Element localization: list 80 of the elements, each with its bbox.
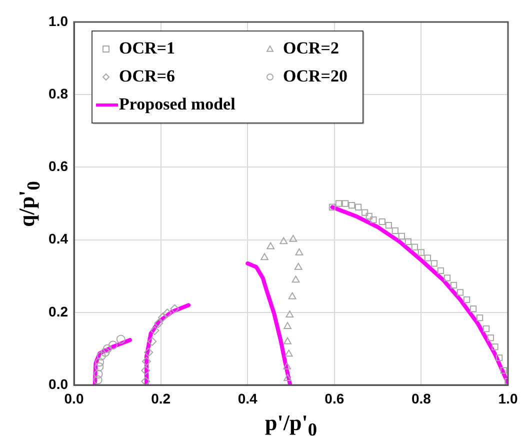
point xyxy=(266,242,275,250)
point xyxy=(492,344,498,350)
point xyxy=(476,314,484,322)
point xyxy=(496,354,503,362)
point xyxy=(284,374,292,381)
point xyxy=(487,334,494,342)
point xyxy=(141,366,150,375)
point xyxy=(288,292,296,300)
point xyxy=(500,367,507,374)
point xyxy=(292,276,300,283)
point xyxy=(378,218,386,225)
point xyxy=(170,304,180,314)
point xyxy=(141,376,150,385)
legend-label: OCR=6 xyxy=(119,66,175,86)
y-tick-label: 0.0 xyxy=(48,376,68,392)
point xyxy=(94,362,104,372)
x-tick-label: 0.4 xyxy=(238,390,258,406)
y-tick-label: 0.8 xyxy=(48,85,68,102)
point xyxy=(158,312,168,322)
y-tick-label: 1.0 xyxy=(48,12,68,29)
legend-label: OCR=20 xyxy=(283,66,348,86)
x-tick-label: 0.8 xyxy=(411,390,432,406)
y-tick-label: 0.6 xyxy=(48,158,68,174)
point xyxy=(366,212,372,220)
point xyxy=(142,356,151,366)
point xyxy=(430,260,438,267)
legend-label: Proposed model xyxy=(119,94,236,114)
point xyxy=(463,296,470,304)
point xyxy=(370,216,377,224)
x-tick-label: 0.6 xyxy=(324,390,344,406)
point xyxy=(283,362,292,370)
legend-label: OCR=2 xyxy=(283,38,339,58)
point xyxy=(144,348,154,357)
x-tick-label: 1.0 xyxy=(498,390,518,406)
point xyxy=(437,267,444,274)
point xyxy=(150,326,160,336)
legend-label: OCR=1 xyxy=(119,38,175,58)
point xyxy=(108,340,118,350)
point xyxy=(328,204,336,210)
point xyxy=(100,348,110,357)
point xyxy=(148,336,157,346)
point xyxy=(342,200,349,207)
point xyxy=(404,238,412,245)
y-tick-label: 0.2 xyxy=(48,303,68,320)
point xyxy=(93,375,102,384)
point xyxy=(154,318,164,328)
point xyxy=(450,282,458,289)
point xyxy=(354,204,362,210)
point xyxy=(162,308,172,318)
x-tick-label: 0.2 xyxy=(151,390,171,406)
x-tick-label: 0.0 xyxy=(64,390,84,406)
point xyxy=(456,289,464,296)
point xyxy=(280,237,288,244)
point xyxy=(418,249,425,256)
point xyxy=(116,334,126,344)
point xyxy=(96,351,106,360)
point xyxy=(424,254,432,262)
point xyxy=(444,274,451,282)
point xyxy=(284,337,292,344)
point xyxy=(398,232,405,240)
point xyxy=(470,305,477,312)
y-tick-label: 0.4 xyxy=(48,230,68,247)
point xyxy=(289,234,298,242)
point xyxy=(102,344,112,354)
point xyxy=(385,222,392,229)
point xyxy=(335,200,342,207)
point xyxy=(260,253,268,260)
point xyxy=(294,262,302,270)
point xyxy=(392,227,398,234)
point xyxy=(482,325,490,332)
point xyxy=(361,209,368,216)
point xyxy=(286,310,294,318)
point xyxy=(95,358,104,367)
point xyxy=(348,202,356,209)
point xyxy=(295,248,304,256)
point xyxy=(411,244,418,250)
point xyxy=(284,322,292,330)
x-axis-title: p'/p'$_{0}$ xyxy=(265,410,317,440)
point xyxy=(94,370,103,379)
point xyxy=(284,350,293,357)
